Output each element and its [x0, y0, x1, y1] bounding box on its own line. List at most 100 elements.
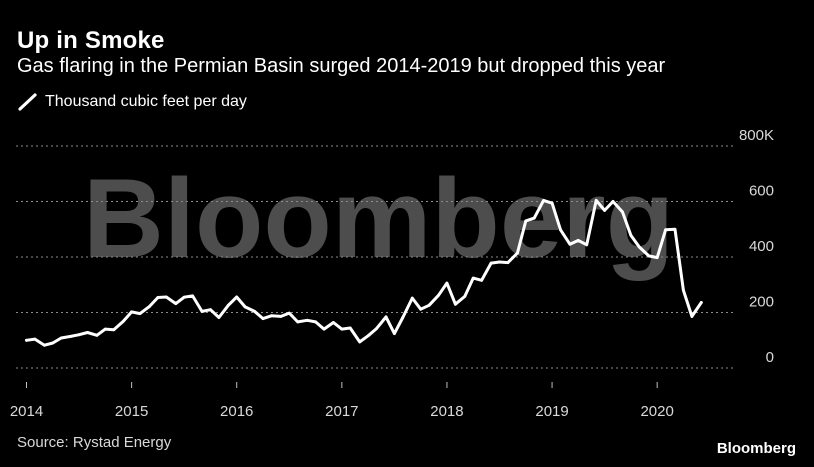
data-point — [243, 305, 247, 309]
x-tick-label: 2014 — [10, 403, 43, 420]
chart-title: Up in Smoke — [17, 27, 165, 54]
legend-label: Thousand cubic feet per day — [45, 93, 247, 110]
data-point — [480, 278, 483, 282]
data-point — [471, 276, 475, 280]
y-tick-label: 0 — [766, 349, 774, 366]
data-point — [235, 295, 239, 299]
data-point — [77, 333, 81, 337]
data-point — [164, 295, 168, 299]
data-point — [279, 315, 283, 318]
data-point — [174, 302, 178, 305]
data-point — [506, 261, 510, 264]
data-point — [261, 317, 265, 320]
data-point — [305, 318, 309, 322]
data-point — [437, 293, 440, 297]
data-point — [401, 316, 405, 319]
data-point — [454, 302, 457, 306]
source-note: Source: Rystad Energy — [17, 434, 172, 451]
data-point — [112, 328, 116, 332]
data-point — [664, 228, 667, 232]
data-point — [182, 295, 186, 299]
data-point — [699, 301, 703, 304]
data-point — [568, 242, 572, 246]
data-point — [358, 340, 362, 344]
x-tick-label: 2017 — [325, 403, 358, 420]
data-point — [621, 210, 624, 214]
legend: Thousand cubic feet per day — [17, 93, 247, 111]
data-point — [524, 219, 528, 223]
data-point — [226, 303, 230, 307]
data-point — [253, 310, 256, 313]
data-point — [270, 314, 273, 318]
data-point — [393, 332, 396, 335]
data-point — [296, 320, 300, 324]
data-point — [103, 327, 107, 331]
x-tick-label: 2016 — [220, 403, 253, 420]
series-line — [25, 198, 703, 347]
data-point — [550, 201, 554, 205]
data-point — [629, 234, 633, 237]
data-point — [322, 327, 326, 331]
data-point — [348, 326, 352, 330]
data-point — [217, 316, 221, 319]
data-point — [427, 303, 431, 307]
data-point — [191, 294, 195, 298]
data-point — [682, 288, 685, 292]
data-point — [559, 228, 562, 232]
data-point — [156, 296, 160, 299]
data-point — [576, 239, 580, 242]
data-point — [59, 336, 63, 340]
data-point — [33, 337, 37, 341]
data-point — [287, 311, 291, 315]
data-point — [603, 209, 606, 212]
data-point — [366, 334, 370, 338]
data-point — [611, 200, 615, 203]
y-tick-label: 200 — [749, 294, 774, 311]
data-point — [95, 333, 99, 337]
data-point — [410, 296, 414, 300]
data-point — [332, 321, 335, 324]
legend-line-icon — [18, 93, 37, 111]
x-tick-label: 2015 — [115, 403, 148, 420]
data-point — [489, 261, 493, 265]
data-point — [647, 254, 651, 258]
data-point — [148, 305, 151, 308]
data-point — [594, 199, 598, 202]
data-point — [121, 320, 125, 323]
data-point — [498, 260, 501, 264]
data-point — [138, 312, 142, 315]
data-point — [69, 335, 73, 338]
watermark-text: Bloomberg — [83, 156, 674, 281]
data-point — [463, 295, 467, 298]
data-point — [532, 216, 536, 220]
data-point — [375, 327, 378, 330]
data-point — [86, 331, 89, 334]
y-tick-label: 800K — [739, 127, 774, 144]
data-point — [130, 310, 134, 314]
data-point — [340, 327, 344, 331]
data-point — [673, 227, 677, 231]
data-point — [209, 308, 212, 312]
x-tick-label: 2019 — [535, 403, 568, 420]
y-tick-label: 400 — [749, 238, 774, 255]
data-point — [314, 320, 317, 324]
data-point — [43, 343, 46, 347]
data-point — [516, 251, 519, 255]
brand-logo: Bloomberg — [716, 440, 796, 457]
data-point — [690, 315, 694, 318]
data-point — [419, 307, 423, 311]
data-point — [542, 199, 545, 202]
data-point — [200, 310, 204, 313]
data-point — [655, 256, 659, 259]
data-point — [445, 281, 449, 285]
y-tick-label: 600 — [749, 183, 774, 200]
x-tick-label: 2020 — [640, 403, 673, 420]
data-point — [384, 315, 388, 319]
chart-subtitle: Gas flaring in the Permian Basin surged … — [17, 55, 666, 77]
x-tick-label: 2018 — [430, 403, 463, 420]
data-point — [51, 341, 55, 345]
data-point — [585, 243, 589, 247]
data-point — [25, 338, 28, 342]
data-point — [637, 245, 641, 249]
